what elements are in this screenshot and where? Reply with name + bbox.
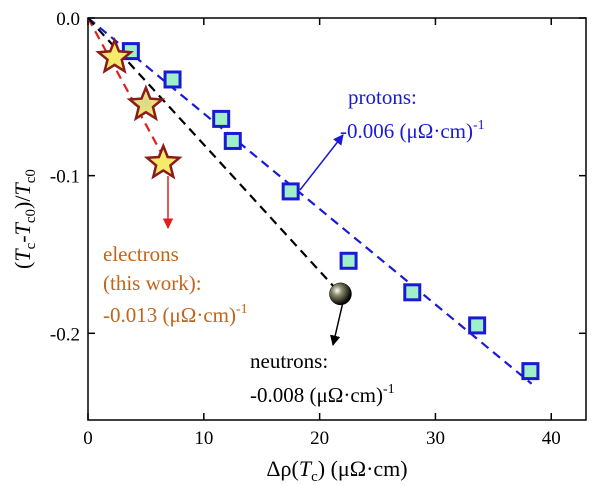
y-tick-label-2: -0.2 — [50, 324, 80, 345]
y-axis-label: (Tc-Tc0)/Tc0 — [10, 169, 39, 269]
protons-point — [405, 285, 420, 300]
electrons-label: electrons — [103, 242, 179, 266]
electrons-annotation: electrons (this work): -0.013 (μΩ·cm)-1 — [103, 242, 248, 327]
protons-point — [470, 318, 485, 333]
protons-point — [225, 133, 240, 148]
protons-label: protons: — [348, 85, 417, 109]
protons-annotation: protons: -0.006 (μΩ·cm)-1 — [340, 85, 485, 143]
x-tick-label-30: 30 — [426, 428, 445, 449]
neutrons-slope-exponent: -1 — [383, 382, 395, 397]
y-tick-label-0: 0.0 — [56, 9, 80, 30]
electrons-point — [130, 88, 162, 119]
x-tick-label-0: 0 — [83, 428, 93, 449]
x-axis-label: Δρ(Tc) (μΩ·cm) — [266, 456, 407, 485]
neutrons-label: neutrons: — [250, 349, 328, 373]
x-tick-label-40: 40 — [542, 428, 561, 449]
protons-slope-exponent: -1 — [473, 118, 485, 133]
electrons-slope: -0.013 (μΩ·cm) — [103, 303, 236, 327]
protons-point — [214, 111, 229, 126]
protons-point — [165, 72, 180, 87]
data-points — [99, 40, 538, 378]
x-tick-label-20: 20 — [310, 428, 329, 449]
protons-fit-line — [88, 18, 532, 384]
svg-text:-0.006 (μΩ·cm)-1: -0.006 (μΩ·cm)-1 — [340, 118, 485, 143]
protons-slope: -0.006 (μΩ·cm) — [340, 119, 473, 143]
neutrons-annotation: neutrons: -0.008 (μΩ·cm)-1 — [250, 349, 395, 407]
y-tick-label-1: -0.1 — [50, 167, 80, 188]
fit-lines — [88, 18, 532, 384]
svg-text:-0.013 (μΩ·cm)-1: -0.013 (μΩ·cm)-1 — [103, 302, 248, 327]
neutrons-slope: -0.008 (μΩ·cm) — [250, 383, 383, 407]
electrons-note: (this work): — [103, 271, 202, 295]
protons-point — [341, 253, 356, 268]
electrons-point — [147, 146, 179, 177]
protons-point — [283, 184, 298, 199]
protons-arrow — [300, 135, 343, 190]
neutrons-arrow — [333, 302, 343, 345]
electrons-slope-exponent: -1 — [236, 302, 248, 317]
protons-point — [523, 364, 538, 379]
neutrons-point — [329, 283, 351, 305]
x-tick-label-10: 10 — [194, 428, 213, 449]
svg-text:-0.008 (μΩ·cm)-1: -0.008 (μΩ·cm)-1 — [250, 382, 395, 407]
